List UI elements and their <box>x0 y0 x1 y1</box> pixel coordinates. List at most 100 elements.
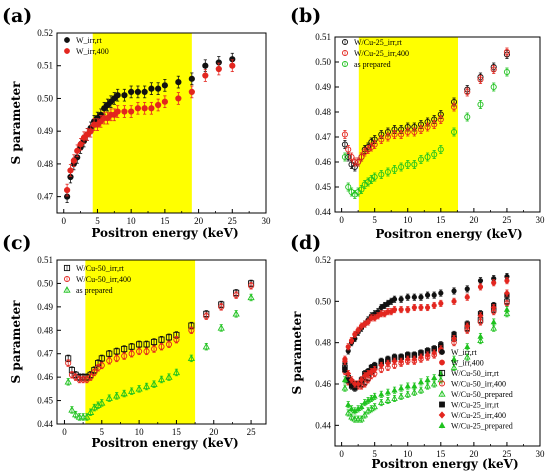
legend-label: W/Cu-25_irr,400 <box>354 49 409 58</box>
data-point <box>450 355 458 362</box>
data-point <box>113 348 120 355</box>
data-point <box>437 376 445 383</box>
data-point <box>120 389 128 397</box>
data-point <box>188 75 195 82</box>
x-tick-label: 15 <box>436 449 446 459</box>
data-point <box>391 131 398 138</box>
data-point <box>424 376 431 383</box>
panel-label: (d) <box>290 232 321 254</box>
data-point <box>477 284 484 290</box>
x-tick-label: 5 <box>95 216 100 226</box>
data-point <box>217 324 225 331</box>
data-point <box>341 153 348 161</box>
x-tick-label: 25 <box>228 216 238 226</box>
legend-marker <box>438 369 446 377</box>
y-tick-label: 0.47 <box>37 192 53 202</box>
data-point <box>477 278 484 284</box>
data-point <box>371 393 378 399</box>
x-tick-label: 30 <box>262 216 272 226</box>
data-point <box>431 374 438 381</box>
data-point <box>464 294 470 300</box>
data-point <box>358 153 365 161</box>
data-point <box>405 294 411 300</box>
data-point <box>417 156 425 163</box>
x-tick-label: 5 <box>372 449 377 459</box>
x-tick-label: 15 <box>436 215 446 225</box>
data-point <box>345 344 351 350</box>
y-tick-label: 0.51 <box>37 61 53 71</box>
data-point <box>411 382 418 389</box>
data-point <box>411 128 418 136</box>
y-tick-label: 0.46 <box>315 157 331 167</box>
data-point <box>464 88 471 96</box>
data-point <box>384 168 391 176</box>
y-tick-label: 0.44 <box>315 207 331 217</box>
data-point <box>398 358 405 365</box>
data-point <box>165 373 173 380</box>
data-point <box>80 376 87 383</box>
data-point <box>75 413 84 420</box>
data-point <box>68 406 76 413</box>
data-point <box>371 403 378 410</box>
panel-1: (b) 0 5 10 15 20 25 30 0.44 0.45 0.46 0.47 0.48 0.49 0… <box>290 5 545 241</box>
legend-label: W_irr,400 <box>451 359 484 368</box>
data-point <box>503 306 510 312</box>
data-point <box>371 141 378 148</box>
data-point <box>371 366 378 373</box>
data-point <box>358 415 365 422</box>
data-point <box>365 377 371 383</box>
data-point <box>391 394 398 401</box>
data-point <box>411 355 418 363</box>
x-tick-label: 0 <box>61 216 66 226</box>
data-point <box>378 171 385 178</box>
y-axis-title: S parameter <box>9 81 23 165</box>
data-point <box>348 413 355 420</box>
data-point <box>371 173 378 181</box>
data-point <box>86 408 95 415</box>
data-point <box>187 354 195 362</box>
data-point <box>348 153 355 161</box>
data-point <box>157 375 166 383</box>
data-point <box>188 327 195 334</box>
data-point <box>378 391 385 397</box>
data-point <box>391 307 398 313</box>
data-point <box>490 83 497 91</box>
data-point <box>491 280 497 286</box>
data-point <box>202 72 209 79</box>
data-point <box>431 349 438 357</box>
data-point <box>355 158 362 166</box>
data-point <box>504 278 510 284</box>
data-point <box>391 386 398 393</box>
legend-label: W/Cu-25_irr,rt <box>451 401 500 410</box>
data-point <box>361 411 369 418</box>
legend-label: W_irr,rt <box>76 36 102 45</box>
legend-label: W/Cu-50_irr,rt <box>451 369 500 378</box>
data-point <box>464 286 470 292</box>
data-point <box>352 331 358 338</box>
series-0 <box>65 279 255 381</box>
data-point <box>128 350 135 357</box>
data-point <box>411 388 418 395</box>
legend-label: W/Cu-50_prepared <box>451 390 513 399</box>
data-point <box>229 62 236 69</box>
legend-label: as prepared <box>354 60 391 69</box>
legend-label: W_irr,400 <box>76 47 109 56</box>
legend-marker <box>63 264 71 272</box>
data-point <box>345 401 352 407</box>
legend-marker <box>63 275 71 283</box>
plot-frame <box>334 36 541 213</box>
data-point <box>87 374 94 381</box>
data-point <box>172 368 181 376</box>
y-tick-label: 0.45 <box>37 396 53 406</box>
legend-label: W_irr,rt <box>451 348 477 357</box>
data-point <box>135 384 143 392</box>
data-point <box>355 380 362 388</box>
data-point <box>232 309 240 317</box>
data-point <box>451 335 457 342</box>
data-point <box>437 116 444 123</box>
data-point <box>128 343 135 350</box>
x-tick-label: 30 <box>536 215 546 225</box>
